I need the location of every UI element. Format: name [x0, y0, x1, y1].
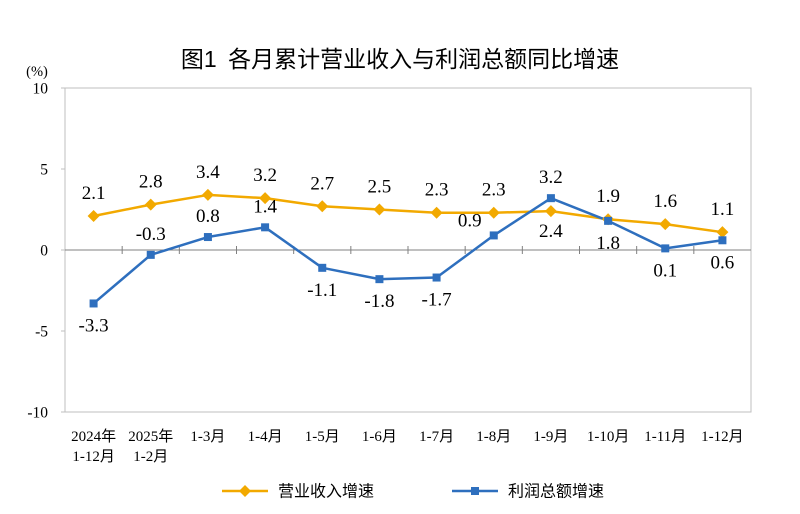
svg-text:-10: -10	[27, 405, 48, 422]
svg-text:1.8: 1.8	[596, 233, 620, 254]
svg-text:1-10月: 1-10月	[587, 429, 630, 445]
svg-text:1-7月: 1-7月	[419, 429, 454, 445]
svg-text:-1.8: -1.8	[364, 291, 394, 312]
svg-text:1.9: 1.9	[596, 186, 620, 207]
svg-text:1-9月: 1-9月	[533, 429, 568, 445]
svg-text:0.1: 0.1	[653, 260, 677, 281]
svg-text:0.6: 0.6	[711, 252, 735, 273]
svg-text:-3.3: -3.3	[79, 315, 109, 336]
svg-text:2.5: 2.5	[368, 177, 392, 198]
svg-text:0.9: 0.9	[458, 210, 482, 231]
svg-text:1-8月: 1-8月	[476, 429, 511, 445]
svg-text:10: 10	[33, 81, 49, 98]
svg-text:-1.1: -1.1	[307, 280, 337, 301]
svg-text:1.4: 1.4	[253, 196, 277, 217]
svg-text:0.8: 0.8	[196, 206, 220, 227]
svg-text:营业收入增速: 营业收入增速	[278, 483, 374, 501]
svg-text:2.1: 2.1	[82, 183, 106, 204]
svg-text:2.7: 2.7	[310, 173, 334, 194]
svg-text:2.8: 2.8	[139, 172, 163, 193]
svg-text:1.6: 1.6	[653, 191, 677, 212]
svg-text:1-12月: 1-12月	[72, 449, 115, 465]
svg-text:1-2月: 1-2月	[133, 449, 168, 465]
svg-text:1-12月: 1-12月	[701, 429, 744, 445]
svg-text:3.2: 3.2	[253, 165, 277, 186]
svg-text:2025年: 2025年	[128, 428, 173, 445]
svg-text:-0.3: -0.3	[136, 224, 166, 245]
svg-text:2.4: 2.4	[539, 221, 563, 242]
svg-text:-5: -5	[35, 324, 48, 341]
svg-text:1-3月: 1-3月	[190, 429, 225, 445]
svg-text:3.4: 3.4	[196, 162, 220, 183]
svg-text:5: 5	[40, 162, 48, 179]
svg-text:0: 0	[40, 243, 48, 260]
svg-text:2.3: 2.3	[482, 180, 506, 201]
svg-text:-1.7: -1.7	[422, 290, 452, 311]
svg-text:1-6月: 1-6月	[362, 429, 397, 445]
svg-text:2.3: 2.3	[425, 180, 449, 201]
svg-text:1.1: 1.1	[711, 199, 735, 220]
svg-text:1-11月: 1-11月	[644, 429, 686, 445]
svg-text:3.2: 3.2	[539, 167, 563, 188]
svg-text:1-4月: 1-4月	[248, 429, 283, 445]
svg-text:2024年: 2024年	[71, 428, 116, 445]
svg-text:利润总额增速: 利润总额增速	[508, 483, 604, 501]
svg-text:1-5月: 1-5月	[305, 429, 340, 445]
